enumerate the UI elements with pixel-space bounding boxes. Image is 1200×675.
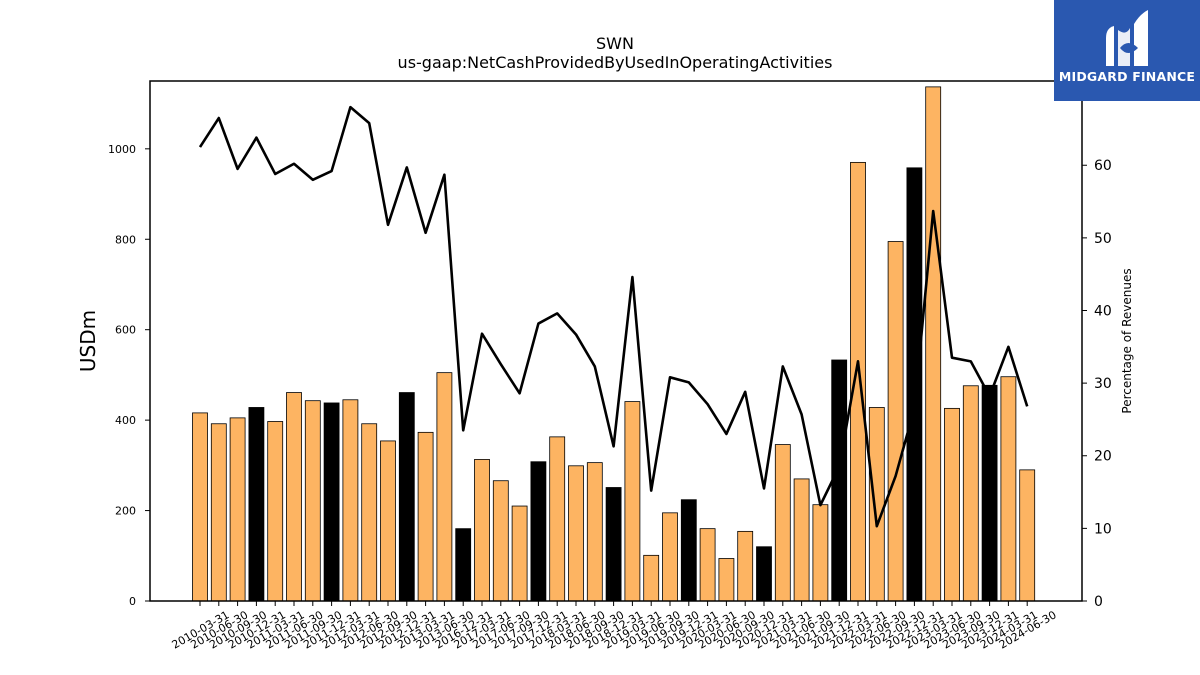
y-tick-label: 400 (115, 414, 136, 427)
bar (831, 359, 848, 602)
logo-text: MIDGARD FINANCE (1058, 69, 1196, 84)
bar (718, 558, 735, 602)
bar (680, 499, 697, 602)
bar (436, 372, 453, 602)
bar (492, 480, 509, 602)
bar (774, 444, 791, 602)
y-tick-label: 0 (129, 595, 136, 608)
bar (981, 384, 998, 602)
bar (624, 401, 641, 602)
y-right-tick-label: 20 (1094, 449, 1112, 465)
bar (361, 423, 378, 602)
bar (417, 431, 434, 602)
bar (1000, 376, 1017, 602)
midgard-logo-icon (1106, 10, 1148, 66)
bar (530, 461, 547, 602)
bar (229, 417, 246, 602)
bar (304, 400, 321, 602)
right-axis: 0 10 20 30 40 50 60 (1082, 158, 1112, 610)
bar (737, 530, 754, 602)
bar-series (192, 86, 1036, 602)
plot-frame (149, 80, 1083, 602)
y-right-tick-label: 30 (1094, 376, 1112, 392)
bar (267, 421, 284, 602)
y-tick-label: 1000 (108, 143, 136, 156)
bar (474, 459, 490, 602)
y-right-tick-label: 10 (1094, 521, 1112, 537)
bar (812, 504, 829, 602)
bar (643, 554, 660, 602)
y-tick-label: 600 (115, 324, 136, 337)
y-axis-label: USDm (76, 310, 100, 372)
logo: MIDGARD FINANCE (1054, 0, 1200, 101)
line-path (198, 105, 1029, 528)
x-axis: 2010-03-312010-06-302010-09-302010-12-31… (170, 601, 1059, 652)
bar (944, 407, 960, 602)
y-right-tick-label: 0 (1094, 594, 1103, 610)
bar (342, 399, 359, 602)
bar (756, 546, 772, 602)
chart-subtitle: us-gaap:NetCashProvidedByUsedInOperating… (398, 53, 833, 72)
bar (605, 487, 622, 602)
bar (868, 407, 885, 602)
y-right-tick-label: 40 (1094, 303, 1112, 319)
bar (398, 392, 415, 602)
y-right-tick-label: 50 (1094, 231, 1112, 247)
bar (887, 241, 904, 602)
bar (380, 440, 396, 602)
bar (248, 407, 265, 602)
bar (925, 86, 942, 602)
bar (1019, 469, 1036, 602)
left-axis: 0 200 400 600 800 1000 (108, 143, 150, 608)
chart-title: SWN (596, 34, 634, 53)
bar (549, 436, 566, 602)
bar (662, 512, 678, 602)
bar (793, 478, 810, 602)
y-tick-label: 800 (115, 233, 136, 246)
bar (906, 167, 923, 602)
y-right-tick-label: 60 (1094, 158, 1112, 174)
bar (962, 385, 979, 602)
y-tick-label: 200 (115, 505, 136, 518)
y-axis-right-label: Percentage of Revenues (1120, 268, 1134, 413)
bar (568, 465, 584, 602)
bar (210, 423, 227, 602)
bar (586, 462, 603, 602)
bar (699, 528, 716, 602)
bar (455, 528, 472, 602)
bar (192, 412, 208, 602)
bar (511, 505, 528, 602)
bar (850, 161, 866, 602)
bar (286, 392, 302, 602)
line-series (198, 105, 1029, 528)
bar (323, 402, 340, 602)
